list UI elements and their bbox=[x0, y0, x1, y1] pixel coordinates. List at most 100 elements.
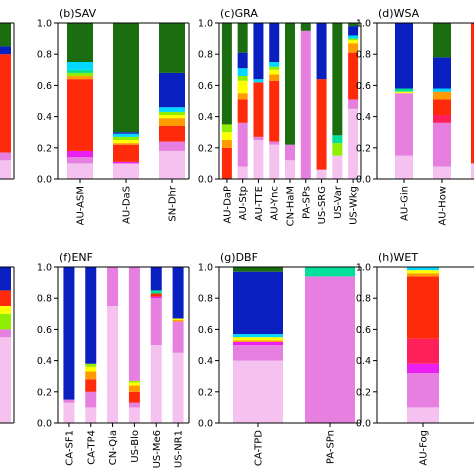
bar-segment bbox=[150, 345, 162, 423]
bar-segment bbox=[67, 79, 93, 151]
bar-segment bbox=[63, 402, 75, 423]
bar-segment bbox=[113, 140, 139, 144]
panel-title: (f)ENF bbox=[59, 251, 93, 264]
bar-segment bbox=[172, 352, 184, 423]
bar-segment bbox=[67, 76, 93, 80]
bar-segment bbox=[150, 290, 162, 294]
bar-segment bbox=[305, 276, 355, 423]
y-tick-label: 0.0 bbox=[37, 175, 52, 186]
bar-segment bbox=[0, 54, 11, 153]
y-tick-label: 1.0 bbox=[198, 19, 213, 30]
bar-AU-ASM bbox=[67, 23, 93, 179]
y-tick-label: 0.2 bbox=[37, 143, 52, 154]
y-tick-label: 1.0 bbox=[198, 263, 213, 274]
bar-AU-Ync bbox=[269, 23, 280, 179]
y-tick-label: 0.4 bbox=[356, 356, 371, 367]
bar-segment bbox=[332, 135, 343, 144]
chart-panel-5: (g)DBF 0.0 0.2 0.4 0.6 0.8 1.0 CA-TPD PA-SPn bbox=[198, 251, 362, 466]
bar-segment bbox=[433, 99, 451, 116]
bar-segment bbox=[233, 267, 283, 272]
x-tick-label: AU-DaP bbox=[222, 186, 233, 224]
bar-segment bbox=[433, 88, 451, 92]
bar-segment bbox=[159, 107, 185, 112]
panel-title: (c)GRA bbox=[220, 7, 258, 20]
bar-segment bbox=[0, 313, 11, 330]
x-tick-label: AU-DaS bbox=[122, 186, 133, 224]
bar-SN-Dhr bbox=[159, 23, 185, 179]
bar-segment bbox=[269, 141, 280, 145]
x-tick-label: CN-HaM bbox=[286, 186, 297, 226]
bar-segment bbox=[85, 267, 97, 364]
bar-segment bbox=[128, 385, 140, 392]
bar-segment bbox=[237, 23, 248, 53]
x-tick-label: CA-TPD bbox=[254, 430, 265, 466]
bar-segment bbox=[159, 115, 185, 119]
y-tick-label: 0.2 bbox=[37, 387, 52, 398]
bar-segment bbox=[113, 133, 139, 137]
y-tick-label: 0.0 bbox=[198, 419, 213, 430]
bar-CN-HaM bbox=[285, 23, 295, 179]
x-tick-label: US-Wkg bbox=[349, 186, 360, 225]
bar-segment bbox=[253, 23, 264, 80]
bar-segment bbox=[269, 144, 280, 179]
bar-segment bbox=[172, 320, 184, 322]
bar-segment bbox=[0, 306, 11, 314]
bar-segment bbox=[407, 363, 439, 374]
x-tick-label: US-Blo bbox=[130, 430, 141, 463]
bar-segment bbox=[348, 35, 359, 39]
bar-segment bbox=[285, 144, 295, 161]
bar-AU-DaP bbox=[221, 23, 232, 179]
x-tick-label: AU-ASM bbox=[76, 186, 87, 225]
x-tick-label: AU-Gin bbox=[400, 186, 411, 221]
y-tick-label: 0.0 bbox=[198, 175, 213, 186]
bar-segment bbox=[159, 118, 185, 126]
bar-segment bbox=[0, 290, 11, 306]
bar-segment bbox=[128, 407, 140, 423]
x-tick-label: AU-Stp bbox=[238, 186, 249, 220]
bar-segment bbox=[107, 267, 119, 306]
bar-segment bbox=[233, 334, 283, 338]
bar-segment bbox=[407, 338, 439, 364]
bar-segment bbox=[237, 80, 248, 94]
bar-segment bbox=[348, 108, 359, 179]
y-tick-label: 0.4 bbox=[356, 112, 371, 123]
bar-segment bbox=[305, 267, 355, 277]
bar-segment bbox=[407, 270, 439, 274]
panel-title: (b)SAV bbox=[59, 7, 97, 20]
bar-segment bbox=[348, 43, 359, 53]
x-tick-label: CA-SF1 bbox=[64, 430, 75, 466]
chart-panel-4: (f)ENF 0.0 0.2 0.4 0.6 0.8 1.0 CA-SF1 CA-TP4 CN-Q… bbox=[37, 251, 190, 468]
bar-segment bbox=[159, 125, 185, 142]
bar-segment bbox=[316, 79, 327, 170]
chart-panel-3: (d)WSA 0.0 0.2 0.4 0.6 0.8 1.0 AU-Gin AU-How bbox=[356, 7, 474, 226]
y-tick-label: 1.0 bbox=[356, 263, 371, 274]
bar-segment bbox=[172, 318, 184, 321]
bar-segment bbox=[433, 57, 451, 89]
y-tick-label: 0.8 bbox=[198, 50, 213, 61]
x-tick-label: AU-Fog bbox=[419, 430, 430, 466]
chart-panel-2: (c)GRA 0.0 0.2 0.4 0.6 0.8 1.0 AU-DaP AU-Stp AU-T… bbox=[198, 7, 362, 226]
bar-segment bbox=[128, 380, 140, 383]
bar-segment bbox=[395, 155, 413, 179]
bar-AU-DaS bbox=[113, 23, 139, 179]
bar-segment bbox=[67, 62, 93, 70]
y-tick-label: 0.4 bbox=[198, 356, 213, 367]
bar-segment bbox=[269, 74, 280, 81]
bar-segment bbox=[332, 143, 343, 156]
y-tick-label: 0.2 bbox=[356, 143, 371, 154]
y-tick-label: 0.2 bbox=[198, 143, 213, 154]
bar-segment bbox=[237, 99, 248, 123]
bar-segment bbox=[85, 391, 97, 408]
x-tick-label: AU-Ync bbox=[270, 186, 281, 221]
bar-segment bbox=[233, 341, 283, 345]
bar-segment bbox=[172, 267, 184, 319]
panel-title: (h)WET bbox=[378, 251, 418, 264]
bar-segment bbox=[233, 345, 283, 361]
bar-US-Wkg bbox=[348, 23, 359, 179]
bar-segment bbox=[113, 161, 139, 164]
bar-segment bbox=[221, 147, 232, 179]
bar-segment bbox=[237, 93, 248, 100]
bar-segment bbox=[0, 329, 11, 338]
bar-PA-SPn bbox=[305, 267, 355, 423]
